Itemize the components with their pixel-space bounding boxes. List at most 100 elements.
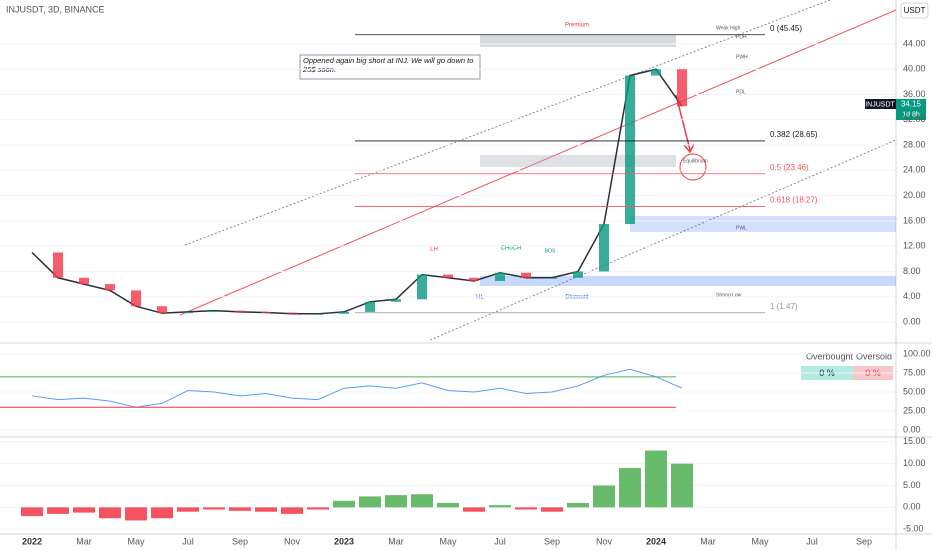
currency-box [900,2,929,19]
candle [547,277,557,279]
x-tick-label: 2024 [646,536,666,546]
fib-label: 0.5 (23.46) [770,163,809,172]
x-tick-label: May [439,536,457,546]
x-tick-label: Sep [856,536,872,546]
y-tick-label: 28.00 [903,139,926,149]
histogram-bar [229,507,251,511]
y-tick-label: 4.00 [903,291,921,301]
histogram-bar [463,507,485,512]
series-group [31,68,687,315]
histogram-bar [73,507,95,513]
target-circle [679,153,707,181]
label: CHoCH [501,246,522,252]
candle [261,311,271,313]
label: Discount [565,295,589,301]
candle [625,75,635,225]
histogram-bar [645,450,667,508]
x-tick-label: 2022 [22,536,42,546]
histogram-bar [411,494,433,508]
candle [495,272,505,281]
candle [677,69,687,107]
histogram-bar [151,507,173,519]
x-tick-label: May [751,536,769,546]
candle [469,277,479,281]
candle [313,313,323,315]
candle [157,306,167,314]
histogram-bar [281,507,303,514]
y-tick-label: 50.00 [903,386,926,396]
x-tick-label: Sep [232,536,248,546]
y-tick-label: 12.00 [903,241,926,251]
y-tick-label: 44.00 [903,38,926,48]
y-tick-label: 15.00 [903,436,926,446]
symbol-header: INJUSDT, 3D, BINANCE [6,4,105,14]
histogram-bar [515,507,537,510]
discount-zone [480,276,896,286]
x-tick-label: Mar [700,536,716,546]
x-tick-label: Mar [388,536,404,546]
candle [365,301,375,312]
label: PWH [736,54,748,60]
y-tick-label: 32.00 [903,114,926,124]
y-tick-label: 20.00 [903,190,926,200]
candle [651,69,661,76]
histogram-bar [333,500,355,508]
y-tick-label: 0.00 [903,316,921,326]
candle [287,312,297,314]
stat-name: Overbought [806,351,854,361]
candle [235,310,245,312]
equilibrium-zone [480,155,676,167]
countdown: 1d 8h [902,111,920,118]
y-tick-label: 75.00 [903,367,926,377]
x-tick-label: Jul [182,536,194,546]
histogram-bar [619,468,641,508]
histogram-bar [437,502,459,508]
price-tag-name-bg [865,99,896,109]
candle [183,311,193,314]
premium-zone [480,35,676,47]
stat-name: Oversold [856,351,892,361]
y-tick-label: 25.00 [903,405,926,415]
y-tick-label: 16.00 [903,215,926,225]
label: PDL [736,89,746,95]
x-tick-label: Sep [544,536,560,546]
label: HL [476,295,484,301]
candle [339,311,349,314]
y-tick-label: 0.00 [903,424,921,434]
histogram-bar [567,502,589,508]
y-tick-label: 40.00 [903,64,926,74]
histogram-bar [99,507,121,519]
note-box [299,54,481,80]
label: Strong Low [716,292,742,298]
candle [521,272,531,278]
histogram-bar [203,507,225,510]
x-tick-label: Mar [76,536,92,546]
candle [391,299,401,302]
y-tick-label: -5.00 [903,524,924,534]
candle [599,224,609,272]
label: Premium [565,23,589,29]
pwl-zone [630,216,896,232]
x-tick-label: 2023 [334,536,354,546]
label: PDH [736,34,747,40]
y-tick-label: 8.00 [903,266,921,276]
currency: USDT [904,6,926,15]
fib-label: 1 (1.47) [770,302,798,311]
price-tag-bg [896,99,926,120]
histogram-bar [47,507,69,514]
fib-label: 0.382 (28.65) [770,130,818,139]
note: Oppened again big short at INJ. We will … [303,56,474,74]
histogram-bar [255,507,277,512]
channel-line [184,0,832,246]
label: Equilibrium [683,158,708,164]
histogram-bar [671,463,693,508]
histogram-bar [359,496,381,508]
note-text: Oppened again big short at INJ. We will … [303,56,474,74]
trend-line [179,9,897,316]
y-tick-label: 10.00 [903,458,926,468]
fib-label: 0.618 (18.27) [770,196,818,205]
histogram-bar [125,507,147,521]
candle [53,252,63,278]
